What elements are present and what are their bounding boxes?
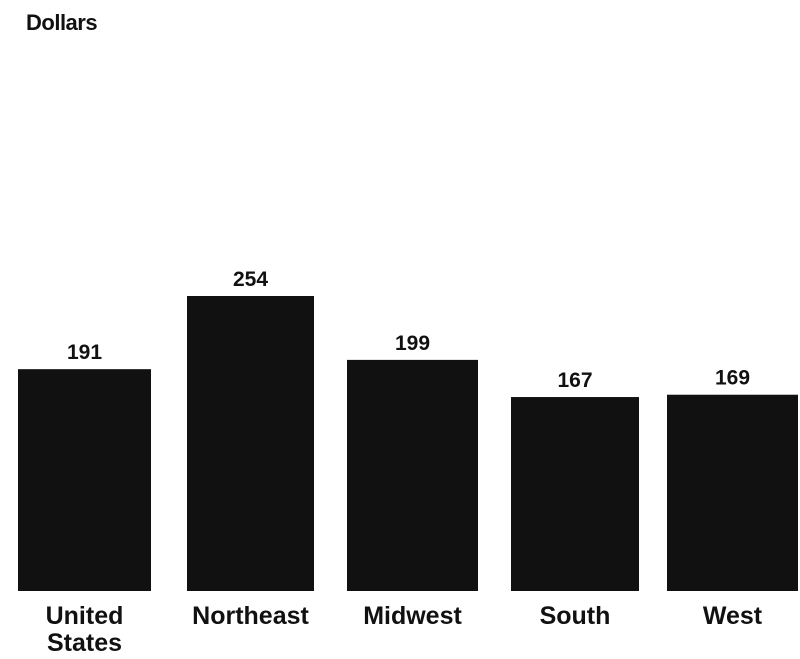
bar-midwest xyxy=(347,359,478,591)
category-label-line: United xyxy=(46,602,124,630)
value-label-south: 167 xyxy=(557,369,592,392)
bar-south xyxy=(511,397,639,591)
category-label-south: South xyxy=(540,602,611,630)
category-label-line: West xyxy=(703,602,763,630)
y-axis-units-label: Dollars xyxy=(26,10,98,35)
category-label-line: States xyxy=(47,629,122,654)
value-label-west: 169 xyxy=(715,367,750,390)
category-label-northeast: Northeast xyxy=(192,602,309,630)
value-label-midwest: 199 xyxy=(395,332,430,355)
bar-northeast xyxy=(187,296,314,591)
category-label-united-states: United States xyxy=(46,602,124,654)
bar-united-states xyxy=(18,369,151,591)
category-label-line: South xyxy=(540,602,611,630)
category-label-west: West xyxy=(703,602,763,630)
category-label-midwest: Midwest xyxy=(363,602,462,630)
category-label-line: Northeast xyxy=(192,602,309,630)
category-labels-layer: United States Northeast Midwest South West xyxy=(46,602,763,657)
category-label-line: Midwest xyxy=(363,602,462,630)
value-labels-layer: 191 254 199 167 169 xyxy=(67,268,750,392)
value-label-united-states: 191 xyxy=(67,341,102,364)
bars-layer xyxy=(18,296,798,591)
bar-west xyxy=(667,394,798,591)
value-label-northeast: 254 xyxy=(233,268,268,291)
